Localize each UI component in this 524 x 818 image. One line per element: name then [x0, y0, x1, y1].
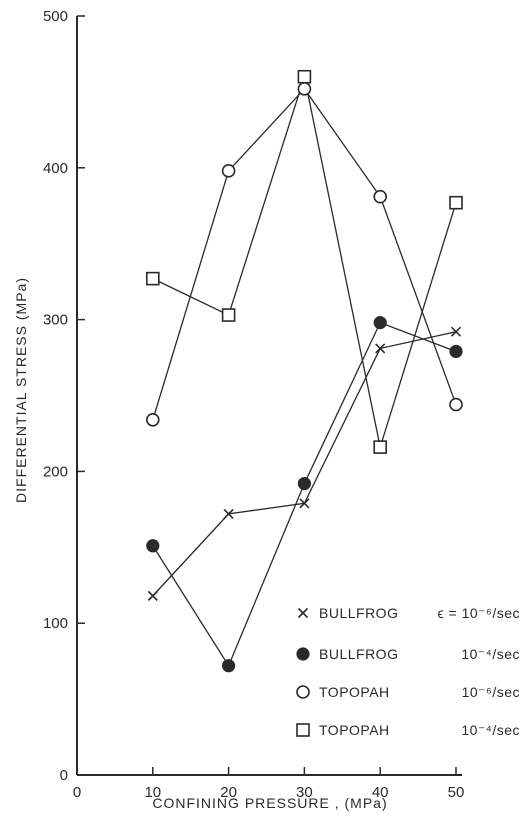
series-line-open-square	[152, 74, 457, 448]
data-point-filled-circle	[449, 344, 463, 359]
data-point-open-square	[449, 195, 463, 210]
legend-series-rate: ϵ = 10⁻⁶/sec	[437, 605, 520, 621]
x-tick-label: 30	[296, 784, 313, 801]
data-point-open-square	[373, 440, 388, 454]
x-tick-label: 40	[372, 784, 389, 801]
data-point-x	[147, 590, 158, 601]
legend-item: BULLFROG ϵ = 10⁻⁶/sec	[297, 605, 520, 621]
y-tick-label: 0	[60, 767, 68, 784]
legend-item: TOPOPAH 10⁻⁶/sec	[296, 684, 520, 700]
series-line-open-circle	[152, 87, 457, 420]
data-point-open-circle	[373, 189, 388, 204]
legend-marker-open-circle	[296, 685, 310, 699]
data-point-filled-circle	[297, 476, 311, 491]
data-point-open-square	[221, 308, 236, 322]
data-point-open-circle	[297, 82, 312, 96]
legend-series-rate: 10⁻⁶/sec	[462, 684, 520, 700]
data-point-x	[375, 343, 386, 354]
legend-series-rate: 10⁻⁴/sec	[461, 722, 520, 738]
y-tick-label: 100	[43, 615, 68, 632]
data-point-x	[299, 498, 310, 509]
data-point-x	[223, 508, 234, 519]
legend-marker-open-square	[296, 723, 310, 737]
data-point-filled-circle	[146, 539, 160, 553]
x-tick-label: 10	[144, 784, 161, 801]
series-lines	[152, 74, 457, 668]
legend-marker-x	[297, 607, 309, 619]
x-tick-label: 50	[448, 784, 465, 801]
data-point-open-circle	[449, 397, 463, 412]
y-axis-title: DIFFERENTIAL STRESS (MPa)	[13, 277, 29, 503]
legend-item: TOPOPAH 10⁻⁴/sec	[296, 722, 520, 738]
data-point-open-circle	[146, 412, 160, 427]
x-tick-label: 20	[220, 784, 237, 801]
legend-item: BULLFROG 10⁻⁴/sec	[296, 646, 520, 662]
data-point-filled-circle	[373, 316, 387, 330]
y-tick-label: 200	[43, 463, 68, 480]
legend-series-rate: 10⁻⁴/sec	[461, 646, 520, 662]
data-point-filled-circle	[222, 659, 236, 673]
legend-series-name: TOPOPAH	[319, 722, 390, 738]
legend-series-name: BULLFROG	[319, 646, 398, 662]
data-point-open-square	[297, 69, 312, 84]
data-point-x	[450, 326, 462, 337]
y-tick-label: 500	[43, 8, 68, 25]
data-point-open-circle	[221, 164, 236, 178]
y-tick-label: 300	[43, 312, 68, 329]
x-axis-title: CONFINING PRESSURE , (MPa)	[152, 795, 387, 811]
legend-series-name: BULLFROG	[319, 605, 398, 621]
y-tick-label: 400	[43, 160, 68, 177]
series-line-x	[152, 331, 457, 597]
data-point-open-square	[146, 271, 160, 286]
x-tick-label: 0	[73, 784, 81, 801]
legend-series-name: TOPOPAH	[319, 684, 390, 700]
axes	[76, 16, 462, 776]
legend-marker-filled-circle	[296, 647, 310, 661]
markers	[146, 69, 463, 673]
